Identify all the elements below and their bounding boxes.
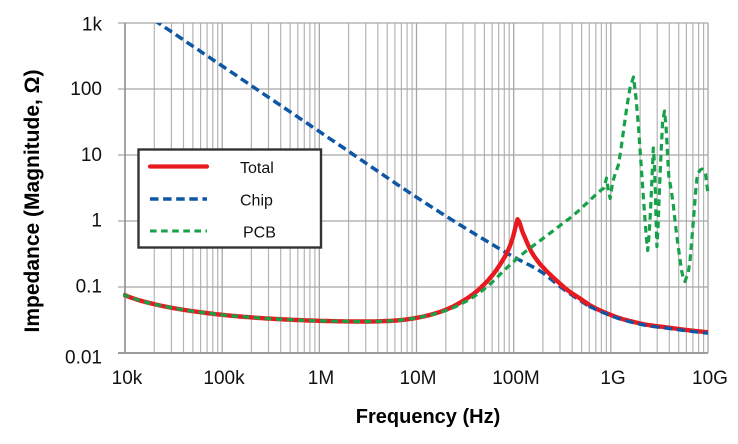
svg-text:1k: 1k: [82, 15, 103, 36]
svg-text:0.01: 0.01: [65, 348, 102, 369]
svg-text:10: 10: [81, 145, 102, 166]
svg-text:Frequency (Hz): Frequency (Hz): [356, 406, 500, 428]
svg-text:Impedance (Magnitude, Ω): Impedance (Magnitude, Ω): [21, 69, 44, 332]
svg-text:100M: 100M: [492, 368, 540, 389]
svg-text:100k: 100k: [203, 368, 245, 389]
svg-text:10k: 10k: [112, 368, 143, 389]
svg-text:1M: 1M: [308, 368, 334, 389]
svg-text:100: 100: [70, 79, 102, 100]
svg-text:10M: 10M: [400, 368, 437, 389]
svg-text:Chip: Chip: [240, 193, 273, 210]
svg-text:1: 1: [91, 211, 102, 232]
svg-text:PCB: PCB: [243, 225, 276, 242]
svg-text:10G: 10G: [692, 368, 728, 389]
svg-text:0.1: 0.1: [76, 277, 102, 298]
svg-text:Total: Total: [240, 160, 274, 177]
svg-text:1G: 1G: [600, 368, 625, 389]
